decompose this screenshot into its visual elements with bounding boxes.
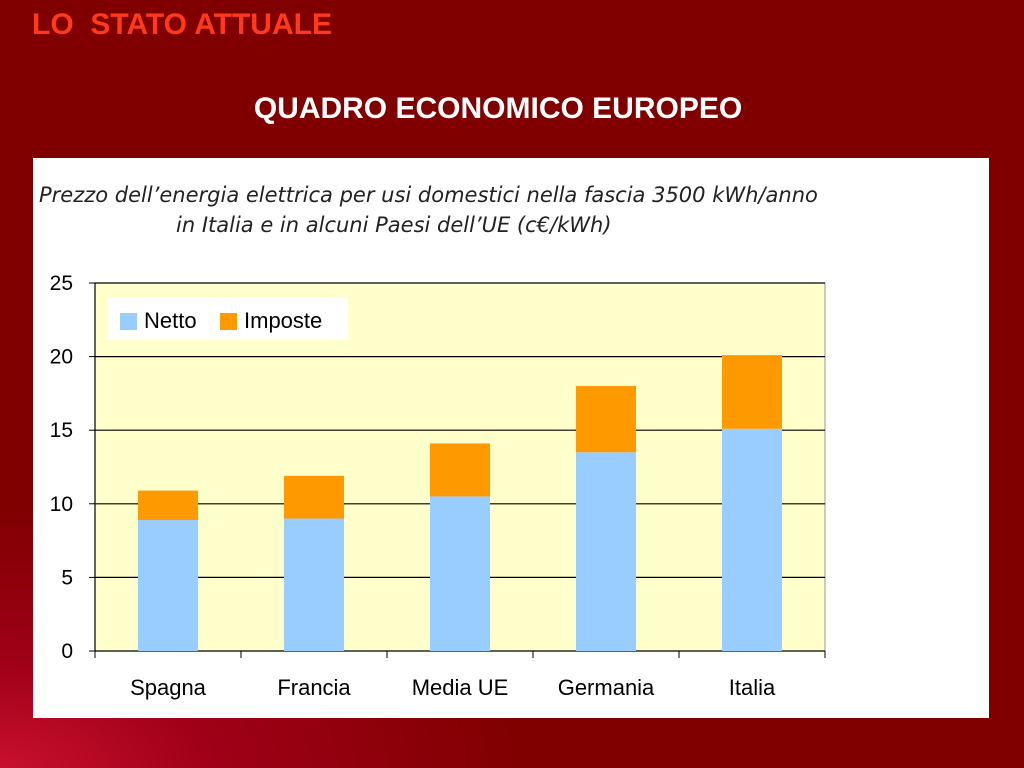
chart-title: Prezzo dell’energia elettrica per usi do… — [39, 180, 979, 240]
stacked-bar-chart: 0 5 10 15 20 25 Spagna Francia Media UE Germania I… — [50, 272, 826, 700]
y-tick-label: 0 — [61, 640, 73, 663]
chart-title-line-1: Prezzo dell’energia elettrica per usi do… — [39, 183, 818, 207]
legend-label-netto: Netto — [144, 308, 197, 333]
bar-netto-germania — [576, 452, 636, 651]
bar-netto-italia — [722, 428, 782, 651]
legend-swatch-imposte — [220, 313, 237, 330]
slide-title: QUADRO ECONOMICO EUROPEO — [253, 92, 743, 125]
chart-panel: Prezzo dell’energia elettrica per usi do… — [33, 158, 989, 718]
bar-imposte-media-ue — [430, 443, 490, 497]
bar-imposte-italia — [722, 355, 782, 429]
x-tick-label: Spagna — [130, 675, 207, 700]
legend-label-imposte: Imposte — [244, 308, 322, 333]
chart-title-line-2: in Italia e in alcuni Paesi dell’UE (c€/… — [176, 213, 612, 237]
bar-imposte-spagna — [138, 490, 198, 520]
slide-section-label: LO STATO ATTUALE — [32, 8, 332, 41]
x-tick-label: Germania — [558, 675, 655, 700]
y-tick-label: 15 — [50, 419, 73, 442]
legend-swatch-netto — [120, 313, 137, 330]
bar-netto-media-ue — [430, 496, 490, 651]
bar-netto-francia — [284, 518, 344, 651]
y-tick-label: 5 — [61, 566, 73, 589]
bar-imposte-francia — [284, 475, 344, 519]
y-tick-label: 25 — [50, 272, 73, 295]
x-tick-label: Italia — [729, 675, 776, 700]
x-tick-label: Francia — [277, 675, 351, 700]
bar-imposte-germania — [576, 386, 636, 453]
bar-netto-spagna — [138, 519, 198, 651]
y-tick-label: 10 — [50, 493, 73, 516]
x-tick-label: Media UE — [412, 675, 509, 700]
y-tick-label: 20 — [50, 346, 73, 369]
